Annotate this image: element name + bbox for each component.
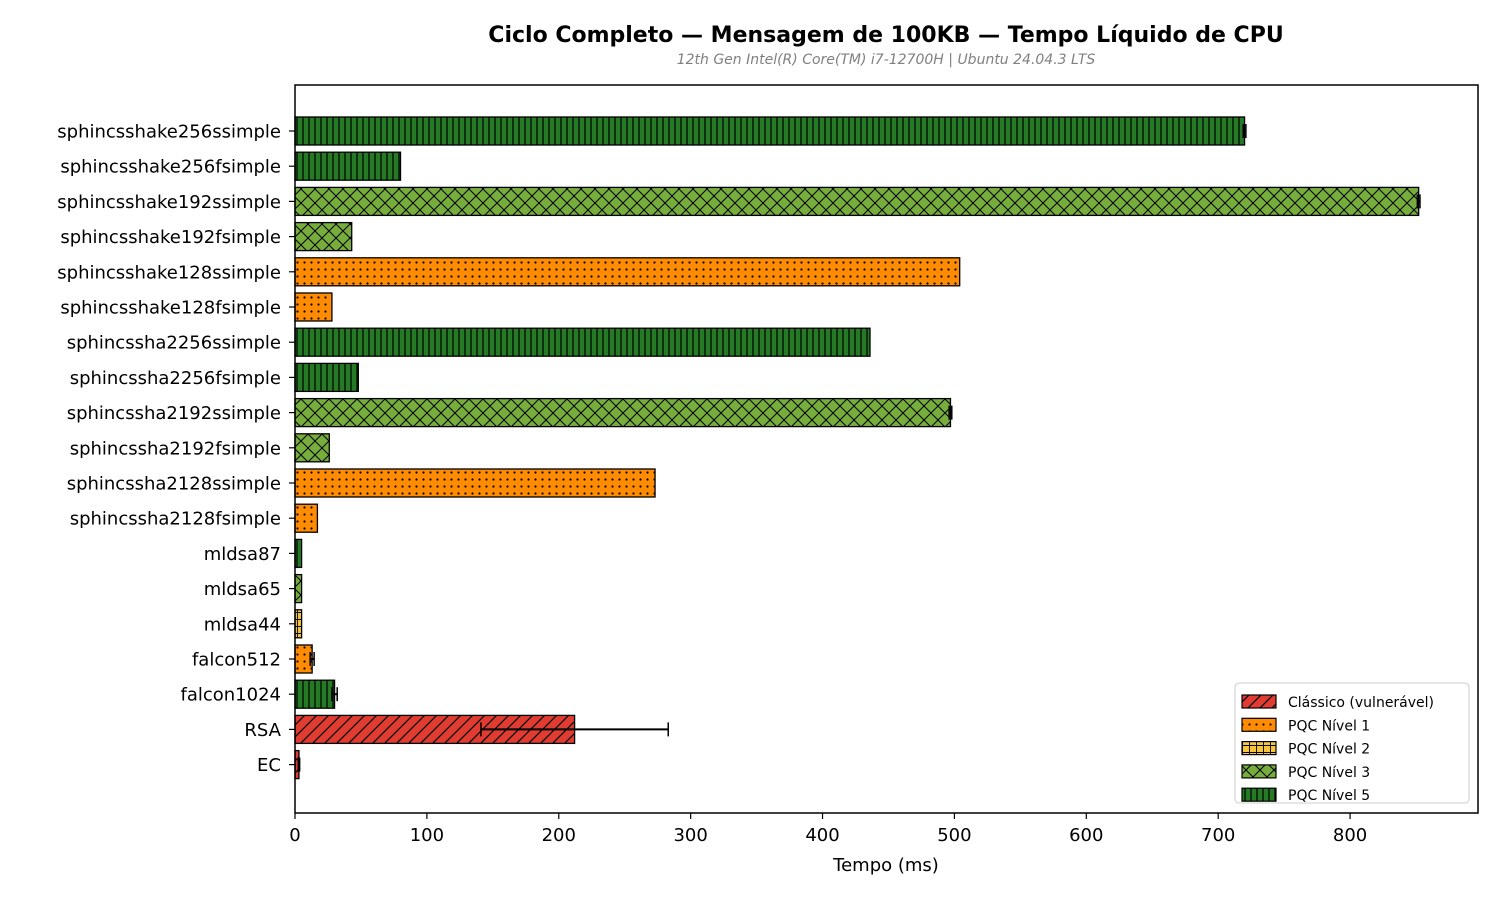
x-axis: 0 100 200 300 400 500 600 700 800 xyxy=(289,813,1367,846)
legend-swatch xyxy=(1241,787,1277,802)
plot-frame xyxy=(294,84,1479,814)
y-tick-label: sphincsshake128fsimple xyxy=(60,298,281,319)
y-tick-label: sphincssha2256fsimple xyxy=(70,368,281,389)
y-tick-label: sphincsshake256fsimple xyxy=(60,157,281,178)
y-tick-label: sphincssha2256ssimple xyxy=(67,333,281,354)
x-tick-label: 700 xyxy=(1201,825,1235,846)
error-bar-falcon512 xyxy=(309,652,315,666)
bar-sphincssha2192ssimple xyxy=(294,397,952,428)
legend-swatch xyxy=(1241,740,1277,756)
bar-sphincsshake256fsimple xyxy=(294,151,402,181)
x-tick-label: 200 xyxy=(542,825,576,846)
x-tick-label: 0 xyxy=(289,825,300,846)
bar-sphincssha2256ssimple xyxy=(294,327,871,357)
legend-label: PQC Nível 1 xyxy=(1288,718,1370,734)
legend-label: PQC Nível 2 xyxy=(1288,742,1370,758)
legend-label: PQC Nível 5 xyxy=(1288,788,1370,804)
legend-item-nivel5: PQC Nível 5 xyxy=(1241,787,1370,804)
y-tick-label: EC xyxy=(257,755,281,776)
bar-mldsa87 xyxy=(294,538,303,569)
bar-sphincsshake256ssimple xyxy=(294,116,1246,146)
chart-title: Ciclo Completo — Mensagem de 100KB — Tem… xyxy=(488,23,1283,48)
error-bar-EC xyxy=(297,757,301,772)
bar-sphincssha2128ssimple xyxy=(294,468,656,498)
legend-label: Clássico (vulnerável) xyxy=(1288,695,1434,711)
y-tick-label: sphincssha2128fsimple xyxy=(70,509,281,530)
error-bar-sphincssha2192ssimple xyxy=(948,405,953,420)
y-tick-label: sphincsshake192fsimple xyxy=(60,227,281,248)
x-tick-label: 400 xyxy=(805,825,839,846)
y-tick-label: mldsa44 xyxy=(204,614,281,635)
legend-item-nivel2: PQC Nível 2 xyxy=(1241,740,1370,758)
x-tick-label: 500 xyxy=(937,825,971,846)
y-tick-label: sphincssha2192ssimple xyxy=(67,403,281,424)
y-tick-label: sphincsshake192ssimple xyxy=(57,192,281,213)
x-axis-label: Tempo (ms) xyxy=(832,855,939,876)
legend-box xyxy=(1234,682,1470,804)
x-tick-label: 300 xyxy=(673,825,707,846)
bar-falcon1024 xyxy=(294,679,336,709)
x-tick-label: 800 xyxy=(1333,825,1367,846)
y-tick-label: sphincsshake256ssimple xyxy=(57,122,281,143)
bar-sphincssha2256fsimple xyxy=(294,362,359,393)
y-tick-label: RSA xyxy=(244,720,281,741)
error-bar-RSA xyxy=(480,722,669,737)
y-tick-label: mldsa65 xyxy=(204,579,281,600)
y-tick-label: sphincssha2128ssimple xyxy=(67,474,281,495)
bars-layer xyxy=(294,116,1420,780)
error-bar-sphincsshake256ssimple xyxy=(1242,124,1247,138)
legend-item-nivel1: PQC Nível 1 xyxy=(1241,717,1370,734)
errorbars-layer xyxy=(297,124,1421,772)
y-tick-label: falcon1024 xyxy=(181,685,282,706)
y-tick-label: falcon512 xyxy=(192,650,281,671)
legend-item-nivel3: PQC Nível 3 xyxy=(1241,764,1370,781)
y-tick-label: sphincssha2192fsimple xyxy=(70,438,281,459)
y-axis: sphincsshake256ssimple sphincsshake256fsi… xyxy=(57,122,295,776)
legend-label: PQC Nível 3 xyxy=(1288,765,1370,781)
chart-subtitle: 12th Gen Intel(R) Core(TM) i7-12700H | U… xyxy=(677,52,1096,68)
bar-mldsa44 xyxy=(294,609,303,639)
error-bar-falcon1024 xyxy=(331,687,338,702)
legend-swatch xyxy=(1241,764,1277,779)
legend: Clássico (vulnerável) PQC Nível 1 PQC Níve… xyxy=(1234,682,1470,804)
y-tick-label: sphincsshake128ssimple xyxy=(57,262,281,283)
x-tick-label: 100 xyxy=(410,825,444,846)
legend-swatch xyxy=(1241,717,1277,732)
bar-sphincssha2128fsimple xyxy=(294,503,319,533)
x-tick-label: 600 xyxy=(1069,825,1103,846)
bar-sphincsshake192fsimple xyxy=(294,221,353,252)
bar-sphincsshake128fsimple xyxy=(294,292,333,322)
legend-item-classico: Clássico (vulnerável) xyxy=(1241,694,1434,711)
legend-swatch xyxy=(1241,694,1277,709)
bar-sphincssha2192fsimple xyxy=(294,433,330,463)
bar-sphincsshake128ssimple xyxy=(294,257,961,287)
bar-mldsa65 xyxy=(294,573,303,604)
error-bar-sphincsshake192ssimple xyxy=(1416,194,1421,209)
bar-sphincsshake192ssimple xyxy=(294,186,1420,217)
y-tick-label: mldsa87 xyxy=(204,544,281,565)
